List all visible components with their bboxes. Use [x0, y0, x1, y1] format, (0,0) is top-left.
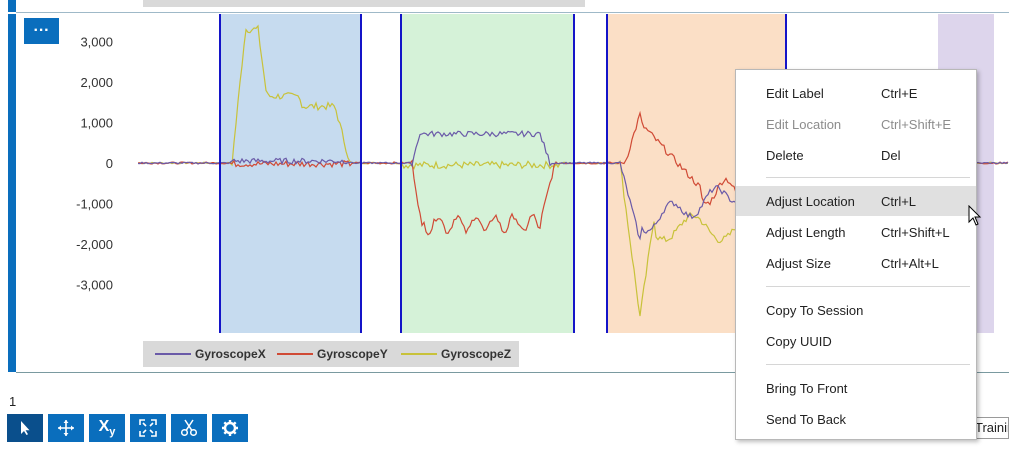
y-tick-label: -2,000: [76, 237, 113, 252]
fit-tool-button[interactable]: [130, 414, 166, 442]
legend-label: GyroscopeZ: [441, 347, 512, 361]
mouse-cursor-icon: [968, 205, 982, 226]
expand-icon: [139, 419, 157, 437]
pointer-icon: [21, 421, 30, 435]
menu-item-send-to-back[interactable]: Send To Back: [736, 404, 976, 434]
menu-item-label: Adjust Location: [766, 194, 855, 209]
menu-separator: [766, 177, 970, 178]
more-options-button[interactable]: ···: [24, 18, 59, 44]
menu-item-shortcut: Ctrl+Alt+L: [881, 256, 939, 271]
menu-item-adjust-size[interactable]: Adjust Size Ctrl+Alt+L: [736, 248, 976, 278]
y-tick-label: -1,000: [76, 197, 113, 212]
cut-tool-button[interactable]: [171, 414, 207, 442]
legend-label: GyroscopeX: [195, 347, 266, 361]
menu-item-adjust-length[interactable]: Adjust Length Ctrl+Shift+L: [736, 217, 976, 247]
xy-tool-button[interactable]: Xy: [89, 414, 125, 442]
settings-tool-button[interactable]: [212, 414, 248, 442]
menu-item-edit-location: Edit Location Ctrl+Shift+E: [736, 109, 976, 139]
top-divider: [16, 12, 1009, 13]
menu-item-copy-uuid[interactable]: Copy UUID: [736, 326, 976, 356]
label-region[interactable]: [401, 14, 574, 333]
menu-item-shortcut: Ctrl+E: [881, 86, 918, 101]
legend-label: GyroscopeY: [317, 347, 388, 361]
menu-item-label: Delete: [766, 148, 804, 163]
y-tick-label: 3,000: [80, 35, 113, 50]
legend-swatch: [277, 353, 313, 355]
y-tick-label: 1,000: [80, 116, 113, 131]
menu-item-label: Bring To Front: [766, 381, 848, 396]
menu-item-copy-to-session[interactable]: Copy To Session: [736, 295, 976, 325]
move-tool-button[interactable]: [48, 414, 84, 442]
label-region[interactable]: [220, 14, 361, 333]
menu-item-shortcut: Del: [881, 148, 901, 163]
menu-item-label: Edit Location: [766, 117, 842, 132]
series-line-gyroscope-x: [137, 129, 1009, 241]
chart-legend: GyroscopeX GyroscopeY GyroscopeZ: [143, 341, 519, 367]
menu-item-shortcut: Ctrl+L: [881, 194, 917, 209]
legend-item-gyroscope-z[interactable]: GyroscopeZ: [401, 341, 511, 367]
scissors-icon: [180, 419, 198, 437]
move-icon: [58, 420, 74, 436]
menu-item-bring-to-front[interactable]: Bring To Front: [736, 373, 976, 403]
xy-icon: Xy: [98, 417, 116, 439]
previous-panel-edge: [8, 0, 16, 12]
y-tick-label: 2,000: [80, 75, 113, 90]
bottom-divider: [16, 372, 1009, 373]
menu-separator: [766, 286, 970, 287]
y-tick-label: -3,000: [76, 278, 113, 293]
y-tick-label: 0: [106, 156, 113, 171]
legend-item-gyroscope-x[interactable]: GyroscopeX: [155, 341, 266, 367]
menu-item-shortcut: Ctrl+Shift+L: [881, 225, 950, 240]
menu-item-label: Copy UUID: [766, 334, 832, 349]
panel-selection-stripe[interactable]: [8, 14, 16, 372]
menu-item-shortcut: Ctrl+Shift+E: [881, 117, 952, 132]
menu-item-label: Send To Back: [766, 412, 846, 427]
pointer-tool-button[interactable]: [7, 414, 43, 442]
menu-item-edit-label[interactable]: Edit Label Ctrl+E: [736, 78, 976, 108]
menu-separator: [766, 364, 970, 365]
menu-item-label: Copy To Session: [766, 303, 864, 318]
menu-item-label: Adjust Size: [766, 256, 832, 271]
previous-panel-legend: [143, 0, 585, 7]
legend-item-gyroscope-y[interactable]: GyroscopeY: [277, 341, 388, 367]
legend-swatch: [401, 353, 437, 355]
menu-item-label: Edit Label: [766, 86, 824, 101]
menu-item-adjust-location[interactable]: Adjust Location Ctrl+L: [736, 186, 976, 216]
menu-item-delete[interactable]: Delete Del: [736, 140, 976, 170]
page-number: 1: [9, 394, 17, 409]
context-menu: Edit Label Ctrl+E Edit Location Ctrl+Shi…: [735, 69, 977, 440]
gear-icon: [222, 420, 238, 436]
legend-swatch: [155, 353, 191, 355]
menu-item-label: Adjust Length: [766, 225, 846, 240]
